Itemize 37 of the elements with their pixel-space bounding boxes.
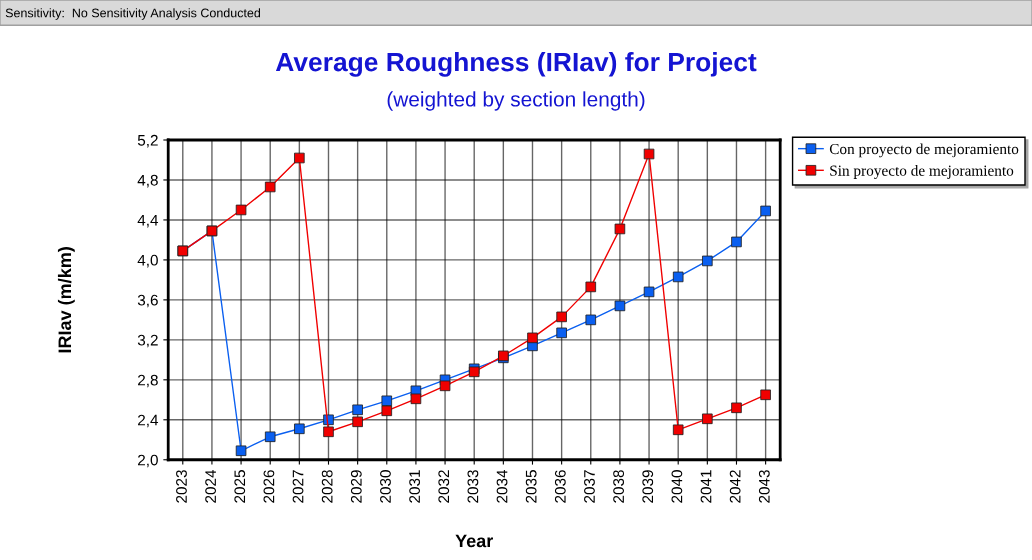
x-tick-label: 2031	[409, 470, 421, 503]
x-tick-label: 2042	[729, 470, 741, 503]
y-tick-label: 4,8	[137, 174, 158, 188]
x-tick-label: 2036	[554, 470, 566, 503]
y-tick-label: 4,4	[137, 214, 159, 228]
x-tick-label: 2032	[438, 470, 450, 503]
y-tick-label: 2,4	[138, 414, 159, 428]
x-tick-label: 2043	[758, 470, 770, 503]
x-tick-label: 2026	[263, 470, 275, 503]
x-tick-label: 2024	[205, 469, 217, 503]
x-tick-label: 2038	[613, 470, 625, 503]
x-tick-label: 2039	[642, 470, 654, 503]
y-tick-label: 2,8	[138, 374, 158, 388]
legend-label: Con proyecto de mejoramiento	[829, 143, 1019, 158]
y-tick-label: 5,2	[137, 134, 158, 148]
x-tick-label: 2034	[496, 469, 508, 503]
x-tick-label: 2027	[292, 470, 304, 503]
y-tick-label: 4,0	[137, 254, 158, 268]
x-tick-label: 2028	[321, 470, 333, 503]
legend-label: Sin proyecto de mejoramiento	[830, 165, 1014, 179]
x-tick-label: 2035	[525, 470, 537, 503]
chart-subtitle: (weighted by section length)	[387, 91, 645, 111]
x-tick-label: 2023	[176, 470, 187, 503]
x-tick-label: 2040	[671, 470, 683, 503]
x-tick-label: 2033	[467, 470, 479, 503]
x-tick-label: 2025	[234, 470, 246, 503]
y-tick-label: 2,0	[138, 454, 158, 468]
y-tick-label: 3,6	[137, 294, 158, 308]
x-tick-label: 2030	[380, 470, 391, 503]
x-tick-label: 2041	[700, 470, 712, 503]
x-tick-label: 2029	[350, 470, 362, 503]
y-tick-label: 3,2	[137, 334, 158, 348]
text: Sensitivity: No Sensitivity Analysis Conducted	[5, 8, 261, 20]
chart-title: Average Roughness (IRIav) for Project	[275, 52, 757, 77]
x-axis-title: Year	[455, 534, 494, 548]
x-tick-label: 2037	[584, 470, 595, 503]
y-axis-title: IRIav (m/km)	[57, 247, 75, 353]
